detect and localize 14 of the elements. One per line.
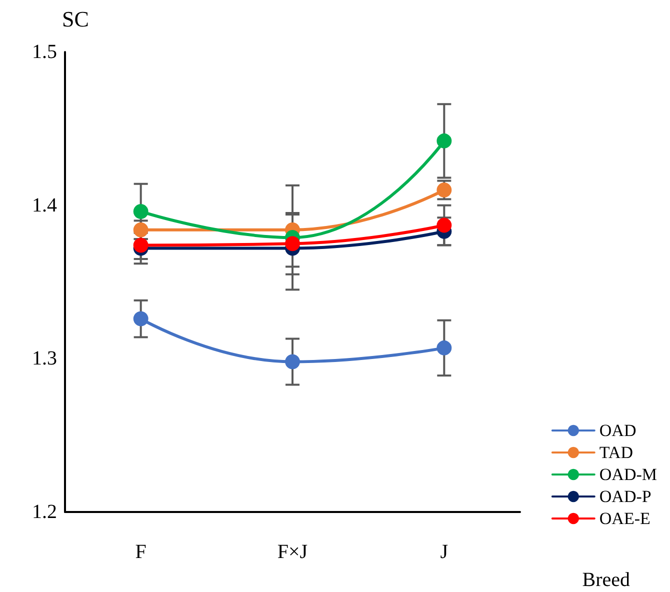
legend-label: TAD — [599, 443, 633, 462]
x-tick-label: F×J — [277, 541, 308, 563]
x-tick-label: F — [135, 541, 146, 563]
y-tick-label: 1.4 — [32, 194, 57, 216]
y-tick-label: 1.2 — [32, 501, 57, 523]
y-axis-title: SC — [62, 6, 89, 32]
legend-label: OAD-P — [599, 487, 652, 506]
y-tick-label: 1.3 — [32, 348, 57, 370]
legend-label: OAD — [599, 421, 636, 440]
x-tick-label: J — [440, 541, 448, 563]
legend-label: OAD-M — [599, 465, 657, 484]
x-axis-title: Breed — [582, 569, 630, 591]
legend-label: OAE-E — [599, 509, 650, 528]
y-tick-label: 1.5 — [32, 41, 57, 63]
